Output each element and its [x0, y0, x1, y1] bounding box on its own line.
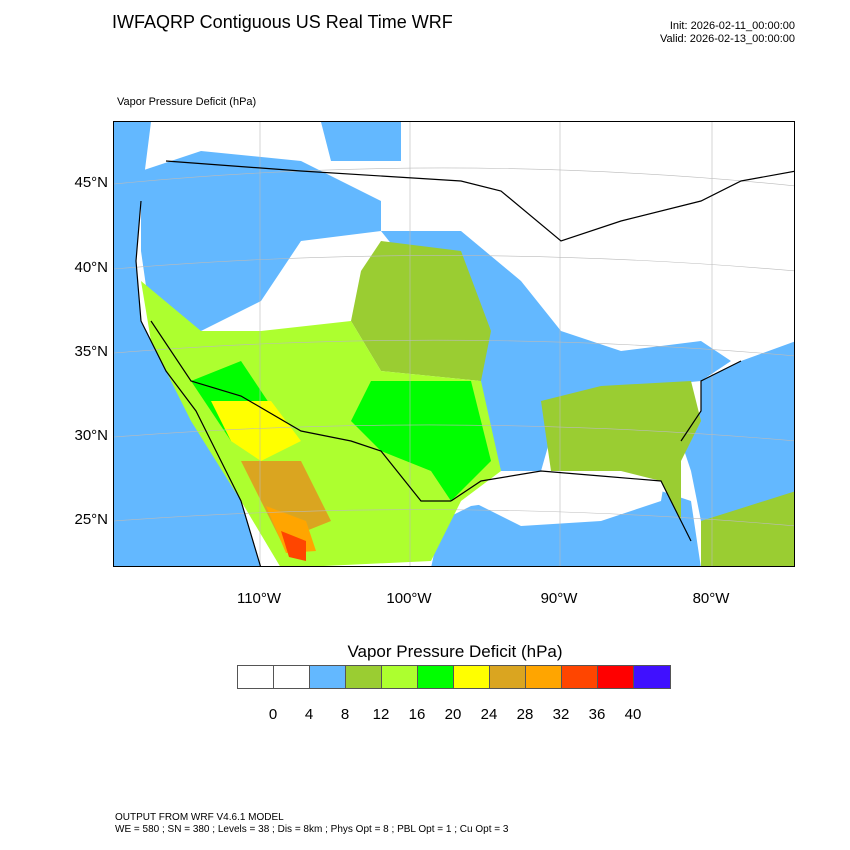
- footer-config: WE = 580 ; SN = 380 ; Levels = 38 ; Dis …: [115, 824, 509, 835]
- colorbar-swatch: [526, 666, 562, 688]
- colorbar-swatch: [346, 666, 382, 688]
- lat-label-30: 30°N: [74, 427, 108, 444]
- canada-blue: [321, 122, 401, 161]
- colorbar-label: 12: [372, 706, 390, 723]
- colorbar-swatch: [238, 666, 274, 688]
- lon-label-80: 80°W: [692, 590, 730, 607]
- lat-label-35: 35°N: [74, 343, 108, 360]
- colorbar-label: 28: [516, 706, 534, 723]
- nw-blue: [141, 151, 381, 331]
- colorbar-label: 24: [480, 706, 498, 723]
- vpd-map: [113, 121, 797, 569]
- plains-olive: [351, 241, 491, 381]
- colorbar-swatch: [562, 666, 598, 688]
- lat-label-45: 45°N: [74, 174, 108, 191]
- colorbar-swatch: [454, 666, 490, 688]
- borders: [135, 160, 797, 569]
- lat-label-25: 25°N: [74, 511, 108, 528]
- colorbar-swatch: [490, 666, 526, 688]
- red-area: [281, 531, 306, 561]
- lon-label-90: 90°W: [540, 590, 578, 607]
- gulf-white: [471, 469, 666, 526]
- lat-label-40: 40°N: [74, 259, 108, 276]
- colorbar-label: 0: [268, 706, 278, 723]
- colorbar-label: 4: [304, 706, 314, 723]
- southwest-yellowgreen: [141, 281, 501, 568]
- colorbar-label: 36: [588, 706, 606, 723]
- colorbar-label: 20: [444, 706, 462, 723]
- lon-label-110: 110°W: [236, 590, 282, 607]
- colorbar-label: 40: [624, 706, 642, 723]
- colorbar-swatch: [634, 666, 670, 688]
- southeast-olive: [541, 381, 701, 521]
- field-subtitle: Vapor Pressure Deficit (hPa): [117, 96, 257, 108]
- gold-area: [241, 461, 331, 541]
- caribbean-olive: [701, 491, 796, 568]
- colorbar-swatch: [598, 666, 634, 688]
- lon-label-100: 100°W: [386, 590, 432, 607]
- colorbar-title: Vapor Pressure Deficit (hPa): [347, 642, 563, 661]
- texas-green: [351, 381, 491, 501]
- colorbar-swatch: [382, 666, 418, 688]
- pacific-ocean: [114, 122, 261, 568]
- graticule: [113, 122, 797, 568]
- colorbar-label: 8: [340, 706, 350, 723]
- valid-time: Valid: 2026-02-13_00:00:00: [660, 33, 795, 45]
- colorbar: [237, 665, 671, 689]
- footer-model: OUTPUT FROM WRF V4.6.1 MODEL: [115, 812, 284, 823]
- yellow-area: [211, 401, 301, 461]
- plot-title: IWFAQRP Contiguous US Real Time WRF: [112, 12, 453, 32]
- colorbar-swatch: [274, 666, 310, 688]
- init-time: Init: 2026-02-11_00:00:00: [669, 20, 795, 32]
- colorbar-label: 16: [408, 706, 426, 723]
- colorbar-swatch: [418, 666, 454, 688]
- colorbar-label: 32: [552, 706, 570, 723]
- map-canvas: [113, 122, 797, 569]
- colorbar-swatch: [310, 666, 346, 688]
